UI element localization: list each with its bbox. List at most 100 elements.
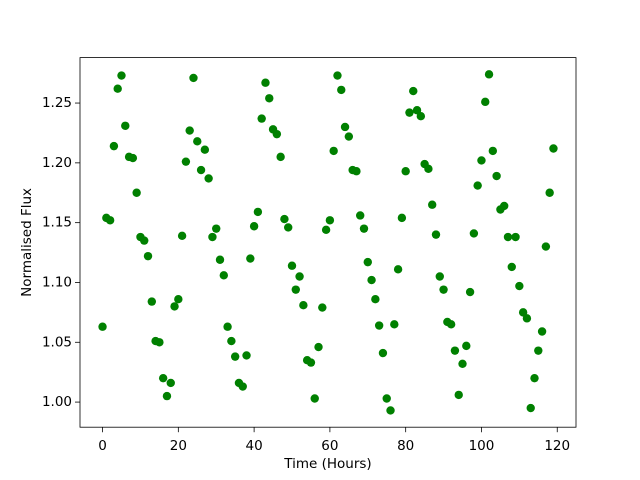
data-point xyxy=(128,153,138,163)
x-tick-label: 60 xyxy=(321,438,338,454)
data-point xyxy=(526,403,535,413)
data-point xyxy=(185,126,194,135)
data-point xyxy=(492,171,501,181)
data-point xyxy=(356,211,365,220)
data-point xyxy=(272,129,282,139)
y-tick-label: 1.20 xyxy=(42,155,72,171)
data-point xyxy=(208,232,217,242)
data-point xyxy=(113,84,122,93)
x-tick-label: 0 xyxy=(98,438,107,454)
data-point xyxy=(458,359,467,369)
y-axis-label: Normalised Flux xyxy=(19,188,35,297)
data-point xyxy=(177,231,187,241)
data-point xyxy=(367,275,376,285)
y-tick-label: 1.15 xyxy=(42,215,72,231)
data-point xyxy=(132,188,141,197)
data-point xyxy=(196,165,206,175)
data-point xyxy=(340,122,350,132)
data-point xyxy=(541,242,551,251)
data-point xyxy=(409,86,418,96)
data-point xyxy=(253,207,263,217)
data-point xyxy=(454,390,463,400)
data-point xyxy=(481,97,490,107)
data-point xyxy=(537,327,547,336)
y-tick-label: 1.25 xyxy=(42,95,72,111)
data-point xyxy=(462,341,471,351)
data-point xyxy=(284,223,293,232)
data-point xyxy=(193,137,202,146)
data-point xyxy=(545,188,554,197)
data-point xyxy=(158,373,168,383)
y-tick-label: 1.05 xyxy=(42,334,72,350)
data-point xyxy=(223,322,232,331)
data-point xyxy=(181,157,191,166)
data-point xyxy=(352,167,361,176)
data-point xyxy=(386,406,395,415)
data-point xyxy=(405,108,414,117)
data-point xyxy=(219,271,228,280)
data-point xyxy=(549,144,558,153)
data-point xyxy=(257,114,266,123)
y-tick-label: 1.00 xyxy=(42,394,72,410)
data-point xyxy=(359,224,369,233)
data-point xyxy=(363,257,372,267)
data-point xyxy=(212,224,221,233)
data-point xyxy=(98,322,107,331)
data-point xyxy=(344,132,354,141)
data-point xyxy=(374,321,384,330)
data-point xyxy=(230,352,240,361)
data-point xyxy=(261,78,270,87)
data-point xyxy=(534,346,543,355)
data-point xyxy=(488,146,498,156)
data-point xyxy=(473,181,482,190)
data-point xyxy=(469,229,479,238)
data-point xyxy=(306,358,316,367)
data-point xyxy=(280,214,289,224)
data-point xyxy=(333,71,342,80)
data-point xyxy=(295,272,304,281)
data-point xyxy=(215,255,225,264)
data-point xyxy=(155,338,164,347)
data-point xyxy=(428,200,437,209)
data-point xyxy=(310,394,319,403)
data-point xyxy=(325,216,335,225)
data-point xyxy=(329,146,338,156)
data-point xyxy=(204,174,213,183)
data-point xyxy=(397,213,407,223)
data-point xyxy=(109,141,119,151)
data-point xyxy=(265,94,274,103)
data-point xyxy=(450,346,460,355)
data-point xyxy=(484,70,494,79)
x-tick-label: 100 xyxy=(469,438,495,454)
data-point xyxy=(166,378,175,388)
data-point xyxy=(477,156,486,165)
data-point xyxy=(227,336,236,346)
data-point xyxy=(291,285,300,294)
data-point xyxy=(446,320,456,329)
data-point xyxy=(200,145,210,154)
data-point xyxy=(522,314,532,323)
y-tick-label: 1.10 xyxy=(42,274,72,290)
data-point xyxy=(412,106,422,115)
data-point xyxy=(318,303,327,312)
data-point xyxy=(314,342,323,352)
x-tick-label: 80 xyxy=(397,438,414,454)
data-point xyxy=(431,230,441,239)
data-point xyxy=(174,295,183,304)
data-point xyxy=(121,121,130,130)
data-point xyxy=(401,167,410,176)
data-point xyxy=(507,262,516,272)
x-tick-label: 120 xyxy=(544,438,570,454)
data-point xyxy=(238,382,247,391)
plot-frame xyxy=(79,57,577,428)
x-axis-label: Time (Hours) xyxy=(283,456,371,472)
data-point xyxy=(337,85,346,95)
data-point xyxy=(371,295,380,304)
data-point xyxy=(117,71,126,80)
data-point xyxy=(299,300,308,310)
data-point xyxy=(382,394,391,403)
data-point xyxy=(416,112,426,121)
x-tick-label: 40 xyxy=(246,438,263,454)
x-tick-label: 20 xyxy=(170,438,187,454)
